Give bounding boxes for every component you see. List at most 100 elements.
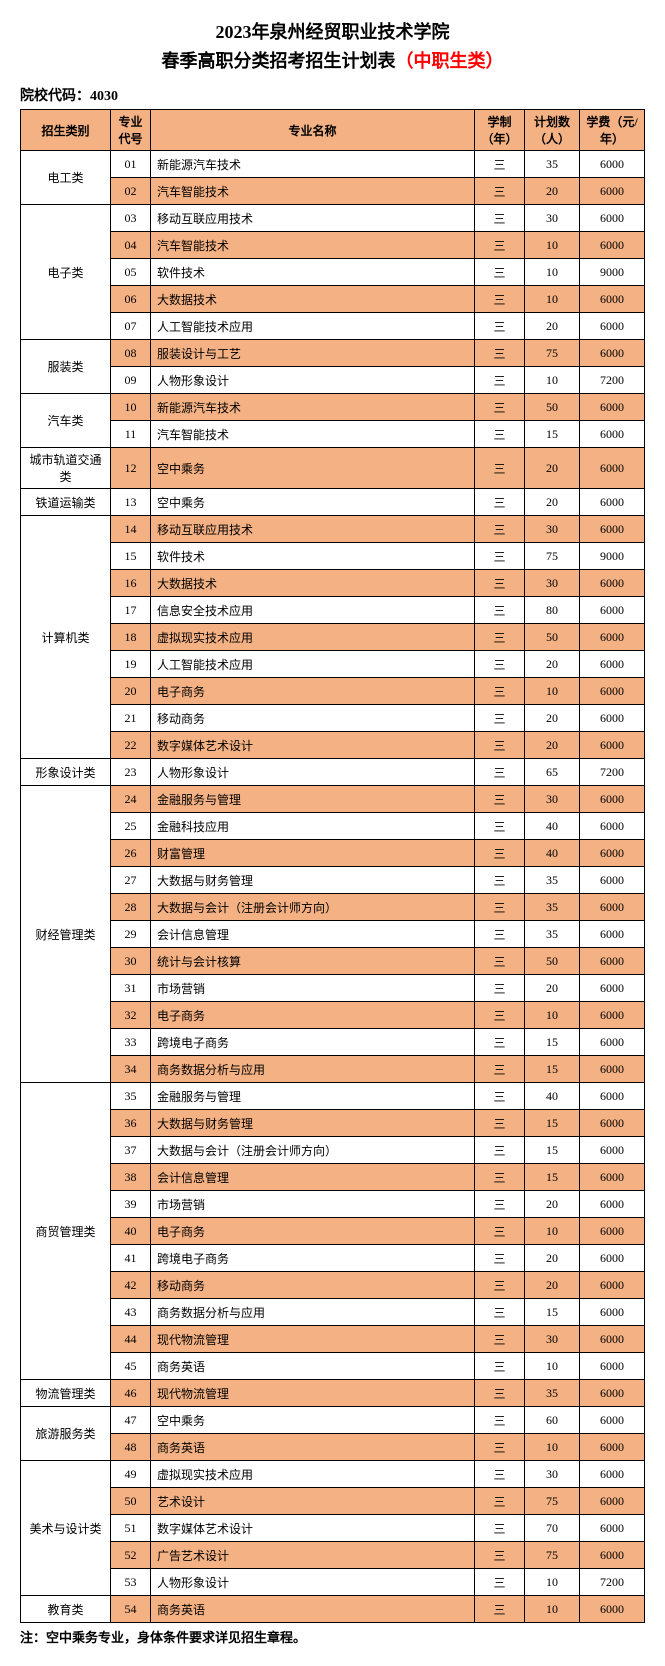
duration-cell: 三	[475, 705, 525, 732]
name-cell: 现代物流管理	[151, 1380, 475, 1407]
fee-cell: 6000	[580, 1326, 645, 1353]
name-cell: 空中乘务	[151, 1407, 475, 1434]
table-row: 32电子商务三106000	[21, 1002, 645, 1029]
category-cell: 电工类	[21, 151, 111, 205]
code-cell: 15	[111, 543, 151, 570]
name-cell: 电子商务	[151, 1218, 475, 1245]
table-row: 34商务数据分析与应用三156000	[21, 1056, 645, 1083]
table-row: 15软件技术三759000	[21, 543, 645, 570]
name-cell: 市场营销	[151, 975, 475, 1002]
code-cell: 17	[111, 597, 151, 624]
table-row: 汽车类10新能源汽车技术三506000	[21, 394, 645, 421]
category-cell: 计算机类	[21, 516, 111, 759]
fee-cell: 7200	[580, 367, 645, 394]
name-cell: 新能源汽车技术	[151, 151, 475, 178]
code-cell: 26	[111, 840, 151, 867]
code-cell: 35	[111, 1083, 151, 1110]
plan-cell: 10	[525, 1569, 580, 1596]
duration-cell: 三	[475, 840, 525, 867]
duration-cell: 三	[475, 570, 525, 597]
table-row: 41跨境电子商务三206000	[21, 1245, 645, 1272]
code-cell: 09	[111, 367, 151, 394]
fee-cell: 6000	[580, 1434, 645, 1461]
name-cell: 商务英语	[151, 1434, 475, 1461]
name-cell: 商务数据分析与应用	[151, 1056, 475, 1083]
fee-cell: 7200	[580, 1569, 645, 1596]
name-cell: 数字媒体艺术设计	[151, 1515, 475, 1542]
table-row: 物流管理类46现代物流管理三356000	[21, 1380, 645, 1407]
name-cell: 商务英语	[151, 1353, 475, 1380]
table-row: 53人物形象设计三107200	[21, 1569, 645, 1596]
th-code: 专业代号	[111, 110, 151, 151]
name-cell: 大数据与财务管理	[151, 867, 475, 894]
table-row: 39市场营销三206000	[21, 1191, 645, 1218]
duration-cell: 三	[475, 232, 525, 259]
fee-cell: 6000	[580, 786, 645, 813]
duration-cell: 三	[475, 259, 525, 286]
fee-cell: 6000	[580, 1542, 645, 1569]
fee-cell: 6000	[580, 732, 645, 759]
name-cell: 大数据技术	[151, 286, 475, 313]
fee-cell: 6000	[580, 894, 645, 921]
plan-cell: 40	[525, 840, 580, 867]
duration-cell: 三	[475, 313, 525, 340]
plan-cell: 20	[525, 651, 580, 678]
code-cell: 48	[111, 1434, 151, 1461]
category-cell: 铁道运输类	[21, 489, 111, 516]
name-cell: 空中乘务	[151, 448, 475, 489]
code-cell: 42	[111, 1272, 151, 1299]
name-cell: 大数据与会计（注册会计师方向）	[151, 1137, 475, 1164]
duration-cell: 三	[475, 1083, 525, 1110]
category-cell: 服装类	[21, 340, 111, 394]
name-cell: 软件技术	[151, 543, 475, 570]
code-cell: 05	[111, 259, 151, 286]
fee-cell: 6000	[580, 232, 645, 259]
fee-cell: 6000	[580, 1245, 645, 1272]
name-cell: 财富管理	[151, 840, 475, 867]
table-row: 37大数据与会计（注册会计师方向）三156000	[21, 1137, 645, 1164]
plan-cell: 40	[525, 813, 580, 840]
duration-cell: 三	[475, 1461, 525, 1488]
duration-cell: 三	[475, 286, 525, 313]
name-cell: 汽车智能技术	[151, 421, 475, 448]
code-cell: 19	[111, 651, 151, 678]
plan-cell: 75	[525, 543, 580, 570]
code-cell: 13	[111, 489, 151, 516]
code-cell: 45	[111, 1353, 151, 1380]
fee-cell: 6000	[580, 1596, 645, 1623]
table-row: 电子类03移动互联应用技术三306000	[21, 205, 645, 232]
name-cell: 人物形象设计	[151, 1569, 475, 1596]
table-row: 28大数据与会计（注册会计师方向）三356000	[21, 894, 645, 921]
table-row: 48商务英语三106000	[21, 1434, 645, 1461]
plan-cell: 20	[525, 1245, 580, 1272]
name-cell: 金融科技应用	[151, 813, 475, 840]
plan-cell: 70	[525, 1515, 580, 1542]
code-cell: 33	[111, 1029, 151, 1056]
duration-cell: 三	[475, 1110, 525, 1137]
plan-cell: 35	[525, 921, 580, 948]
duration-cell: 三	[475, 516, 525, 543]
table-row: 18虚拟现实技术应用三506000	[21, 624, 645, 651]
code-cell: 53	[111, 1569, 151, 1596]
code-cell: 02	[111, 178, 151, 205]
name-cell: 金融服务与管理	[151, 786, 475, 813]
fee-cell: 6000	[580, 1056, 645, 1083]
duration-cell: 三	[475, 340, 525, 367]
fee-cell: 7200	[580, 759, 645, 786]
code-cell: 18	[111, 624, 151, 651]
duration-cell: 三	[475, 1326, 525, 1353]
name-cell: 移动互联应用技术	[151, 516, 475, 543]
duration-cell: 三	[475, 813, 525, 840]
fee-cell: 6000	[580, 313, 645, 340]
code-cell: 07	[111, 313, 151, 340]
fee-cell: 6000	[580, 1164, 645, 1191]
duration-cell: 三	[475, 543, 525, 570]
school-code: 院校代码：4030	[20, 85, 645, 105]
table-row: 36大数据与财务管理三156000	[21, 1110, 645, 1137]
duration-cell: 三	[475, 597, 525, 624]
code-cell: 22	[111, 732, 151, 759]
code-cell: 11	[111, 421, 151, 448]
plan-cell: 30	[525, 1326, 580, 1353]
name-cell: 统计与会计核算	[151, 948, 475, 975]
table-row: 02汽车智能技术三206000	[21, 178, 645, 205]
